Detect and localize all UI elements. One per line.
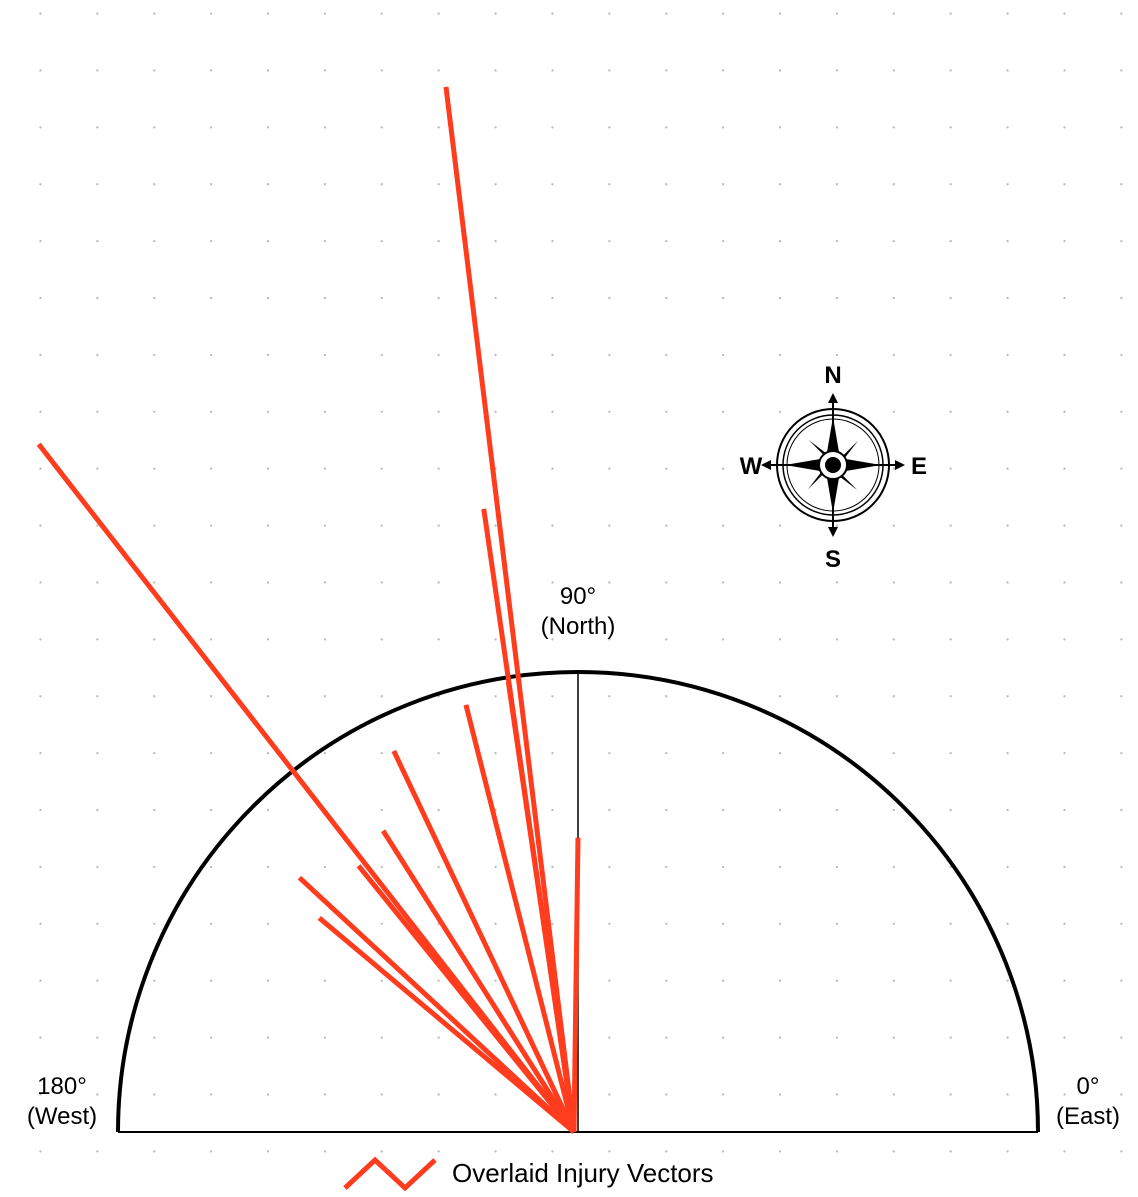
compass-label: N xyxy=(824,362,841,389)
vector xyxy=(446,87,574,1132)
legend-label: Overlaid Injury Vectors xyxy=(452,1158,714,1188)
compass-label: S xyxy=(825,546,841,573)
compass-rose: N E S W xyxy=(740,362,927,573)
theta-tick-name: (North) xyxy=(541,613,616,640)
compass-label: W xyxy=(740,453,763,480)
theta-tick-name: (East) xyxy=(1056,1103,1120,1130)
theta-tick-label: 180° xyxy=(37,1073,87,1100)
chart: N E S W 0° (East) 90° (North) 180° (West) Over… xyxy=(0,0,1138,1197)
vector xyxy=(319,918,574,1132)
compass-label: E xyxy=(911,453,927,480)
legend-swatch xyxy=(345,1160,435,1188)
theta-tick-label: 90° xyxy=(560,583,596,610)
theta-tick-name: (West) xyxy=(27,1103,97,1130)
theta-tick-label: 0° xyxy=(1077,1073,1100,1100)
